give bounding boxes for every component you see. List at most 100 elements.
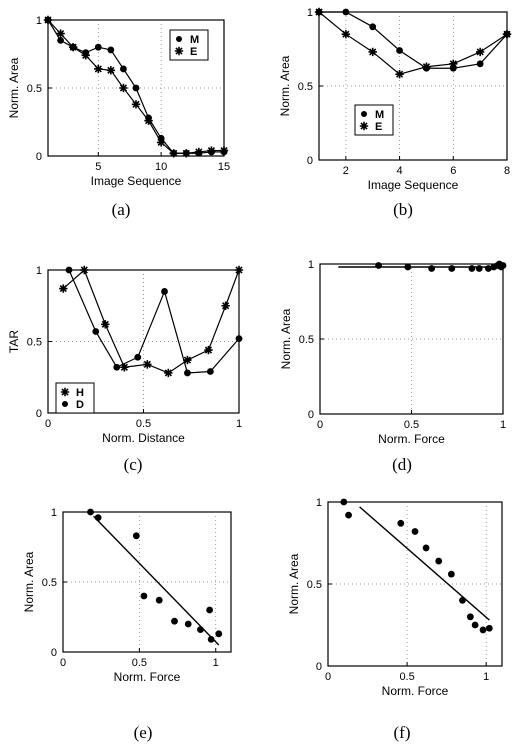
data-point-e [182,149,191,158]
data-point-h [59,284,68,293]
data-point-e [106,66,116,75]
legend-label-m: M [190,34,199,46]
y-tick-label: 1 [316,497,322,509]
data-point-h [221,301,230,310]
x-tick-label: 0 [60,657,66,669]
data-point-m [132,84,140,92]
data-point-m [120,65,127,73]
y-tick-label: 1 [36,15,42,27]
data-point-d [206,368,214,375]
data-point-e [94,64,103,74]
scatter-point [340,498,348,506]
scatter-point [447,570,455,578]
x-tick-label: 0 [325,671,331,683]
scatter-point [484,265,492,272]
data-point-e [43,15,53,25]
legend-marker-e [174,46,184,56]
panel-caption: (d) [392,455,412,474]
x-tick-label: 10 [155,161,167,173]
data-point-e [156,138,166,147]
scatter-point [471,621,479,629]
data-point-h [143,360,152,369]
scatter-point [411,528,419,535]
scatter-point [94,514,102,521]
fit-line [93,515,220,646]
legend-box [169,29,209,61]
y-axis-label: TAR [7,330,21,353]
scatter-point [171,617,178,625]
panel-caption: (c) [124,455,143,474]
y-tick-label: 1 [36,265,42,277]
x-axis-label: Image Sequence [91,174,182,188]
scatter-point [466,613,474,621]
y-axis-label: Norm. Area [22,551,36,612]
data-point-h [204,345,213,355]
x-axis-label: Norm. Force [114,670,181,684]
data-point-h [120,363,129,372]
legend-marker-m [361,111,367,117]
scatter-point [479,626,487,634]
data-point-m [57,37,64,44]
data-point-m [94,43,102,51]
data-point-h [234,265,244,275]
data-point-e [56,29,65,38]
fit-line [359,506,490,621]
x-tick-label: 0 [317,419,323,431]
scatter-point [468,265,476,272]
data-point-e [169,149,178,158]
y-tick-label: 0.5 [27,83,42,95]
scatter-point [184,620,192,628]
legend-box [55,382,95,414]
data-point-e [131,100,141,109]
x-tick-label: 6 [450,165,456,177]
panel-caption: (e) [134,723,153,742]
scatter-point [207,636,215,643]
legend-marker-m [176,36,182,42]
series-line-m [319,11,508,69]
data-point-e [341,30,351,39]
scatter-point [132,532,140,540]
series-line-d [68,269,240,374]
data-point-h [80,265,89,275]
series-line-e [318,11,508,75]
data-point-e [207,146,216,155]
y-tick-label: 0 [308,409,314,421]
data-point-e [449,59,458,68]
data-point-d [113,363,121,371]
data-point-d [161,288,168,295]
data-point-e [314,7,324,17]
x-tick-label: 1 [236,418,242,430]
scatter-point [375,262,382,269]
data-point-d [92,328,100,335]
y-tick-label: 0 [36,408,42,420]
legend-box [354,104,394,136]
data-point-m [369,23,377,31]
y-tick-label: 1 [307,7,313,19]
scatter-point [404,263,412,271]
x-tick-label: 1 [483,671,489,683]
scatter-point [448,265,456,272]
x-tick-label: 0 [45,418,51,430]
legend-label-e: E [190,46,197,58]
data-point-d [235,335,243,343]
data-point-m [107,46,115,54]
scatter-point [345,511,352,519]
y-tick-label: 1 [308,259,314,271]
x-axis-label: Norm. Force [378,432,445,446]
x-tick-label: 4 [397,165,403,177]
data-point-e [144,116,153,125]
scatter-point [475,265,483,272]
scatter-point [140,592,148,600]
data-point-e [368,47,377,57]
x-tick-label: 0.5 [132,657,147,669]
y-tick-label: 1 [51,507,57,519]
data-point-d [134,353,142,361]
y-tick-label: 0.5 [307,579,322,591]
x-tick-label: 0.5 [404,419,419,431]
data-point-e [475,47,485,57]
scatter-point [435,557,443,565]
scatter-point [499,262,507,269]
scatter-point [422,544,430,552]
